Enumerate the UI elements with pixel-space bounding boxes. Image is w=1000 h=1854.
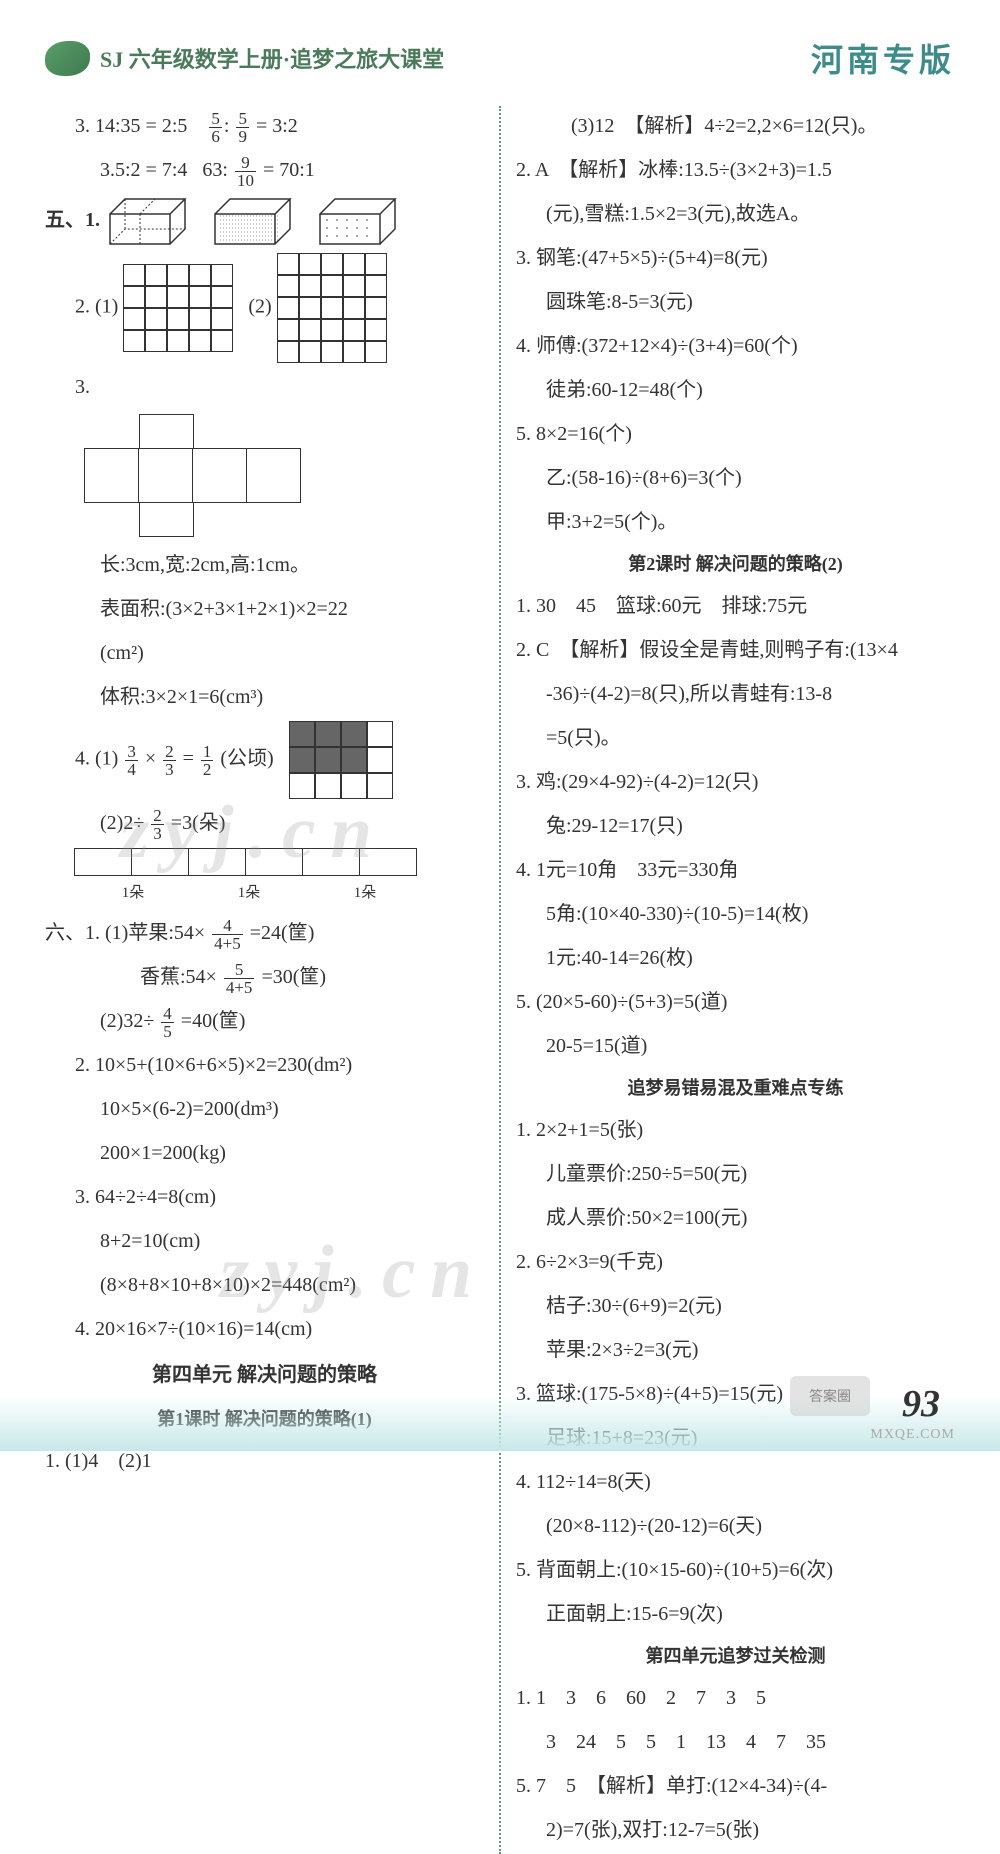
answer-badge: 答案圈 xyxy=(790,1376,870,1416)
fraction: 23 xyxy=(151,807,164,842)
r-l3: (元),雪糕:1.5×2=3(元),故选A。 xyxy=(516,194,955,234)
section-6-1: 六、1. (1)苹果:54× 44+5 =24(筐) xyxy=(45,913,484,953)
r-l18: 5角:(10×40-330)÷(10-5)=14(枚) xyxy=(516,894,955,934)
q3-text: 3. 14:35 = 2:5 xyxy=(75,115,187,137)
q5-4-2: (2)2÷ 23 =3(朵) xyxy=(45,803,484,843)
q6-4: 4. 20×16×7÷(10×16)=14(cm) xyxy=(45,1309,484,1349)
q6-2-2: 10×5×(6-2)=200(dm³) xyxy=(45,1089,484,1129)
r-l15: 3. 鸡:(29×4-92)÷(4-2)=12(只) xyxy=(516,762,955,802)
r-l6: 4. 师傅:(372+12×4)÷(3+4)=60(个) xyxy=(516,326,955,366)
r-l7: 徒弟:60-12=48(个) xyxy=(516,370,955,410)
cuboid-diagram-2 xyxy=(210,194,295,249)
fraction: 56 xyxy=(209,110,222,145)
unit4-test-title: 第四单元追梦过关检测 xyxy=(516,1638,955,1674)
r-l19: 1元:40-14=26(枚) xyxy=(516,938,955,978)
q5-3-area: 表面积:(3×2+3×1+2×1)×2=22 xyxy=(45,589,484,629)
r-l1: (3)12 【解析】4÷2=2,2×6=12(只)。 xyxy=(516,106,955,146)
fraction: 910 xyxy=(235,154,256,189)
r-l37: 2)=7(张),双打:12-7=5(张) xyxy=(516,1810,955,1850)
r-l24: 成人票价:50×2=100(元) xyxy=(516,1198,955,1238)
cuboid-diagram-3 xyxy=(315,194,400,249)
q6-1-2: (2)32÷ 45 =40(筐) xyxy=(45,1001,484,1041)
fraction: 44+5 xyxy=(212,917,243,952)
unit4-title: 第四单元 解决问题的策略 xyxy=(45,1355,484,1395)
section-5-1: 五、1. xyxy=(45,194,484,249)
q6-2-1: 2. 10×5+(10×6+6×5)×2=230(dm²) xyxy=(45,1045,484,1085)
q5-4-1: 4. (1) 34 × 23 = 12 (公顷) xyxy=(45,721,484,799)
fraction: 59 xyxy=(236,110,249,145)
r-l4: 3. 钢笔:(47+5×5)÷(5+4)=8(元) xyxy=(516,238,955,278)
fraction: 23 xyxy=(163,743,176,778)
r-l11: 1. 30 45 篮球:60元 排球:75元 xyxy=(516,586,955,626)
r-l25: 2. 6÷2×3=9(千克) xyxy=(516,1242,955,1282)
q5-3-label: 3. xyxy=(45,367,484,407)
r-l36: 5. 7 5 【解析】单打:(12×4-34)÷(4- xyxy=(516,1766,955,1806)
q5-3-vol: 体积:3×2×1=6(cm³) xyxy=(45,677,484,717)
fraction: 54+5 xyxy=(224,961,255,996)
q6-3-1: 3. 64÷2÷4=8(cm) xyxy=(45,1177,484,1217)
q5-3-area-unit: (cm²) xyxy=(45,633,484,673)
r-l14: =5(只)。 xyxy=(516,718,955,758)
r-l12: 2. C 【解析】假设全是青蛙,则鸭子有:(13×4 xyxy=(516,630,955,670)
shaded-grid xyxy=(289,721,393,799)
q3-line1: 3. 14:35 = 2:5 56: 59 = 3:2 xyxy=(45,106,484,146)
net-diagram xyxy=(85,415,484,537)
r-l30: 4. 112÷14=8(天) xyxy=(516,1462,955,1502)
result: = 3:2 xyxy=(256,115,298,137)
cuboid-diagram-1 xyxy=(105,194,190,249)
fraction: 12 xyxy=(201,743,214,778)
page-number: 93 xyxy=(902,1382,940,1426)
r-l8: 5. 8×2=16(个) xyxy=(516,414,955,454)
edition-label: 河南专版 xyxy=(811,35,955,81)
r-l2: 2. A 【解析】冰棒:13.5÷(3×2+3)=1.5 xyxy=(516,150,955,190)
q6-3-3: (8×8+8×10+8×10)×2=448(cm²) xyxy=(45,1265,484,1305)
q5-2: 2. (1) (2) xyxy=(45,253,484,363)
practice-title: 追梦易错易混及重难点专练 xyxy=(516,1070,955,1106)
r-l35: 3 24 5 5 1 13 4 7 35 xyxy=(516,1722,955,1762)
r-l10: 甲:3+2=5(个)。 xyxy=(516,502,955,542)
r-l22: 1. 2×2+1=5(张) xyxy=(516,1110,955,1150)
lesson2-title: 第2课时 解决问题的策略(2) xyxy=(516,546,955,582)
r-l5: 圆珠笔:8-5=3(元) xyxy=(516,282,955,322)
r-l20: 5. (20×5-60)÷(5+3)=5(道) xyxy=(516,982,955,1022)
r-l33: 正面朝上:15-6=9(次) xyxy=(516,1594,955,1634)
q3-line2: 3.5:2 = 7:4 63: 910 = 70:1 xyxy=(45,150,484,190)
column-divider xyxy=(499,106,501,1854)
left-column: 3. 14:35 = 2:5 56: 59 = 3:2 3.5:2 = 7:4 … xyxy=(45,106,484,1854)
content-area: 3. 14:35 = 2:5 56: 59 = 3:2 3.5:2 = 7:4 … xyxy=(45,106,955,1854)
grid-5x5 xyxy=(277,253,387,363)
right-column: (3)12 【解析】4÷2=2,2×6=12(只)。 2. A 【解析】冰棒:1… xyxy=(516,106,955,1854)
r-l32: 5. 背面朝上:(10×15-60)÷(10+5)=6(次) xyxy=(516,1550,955,1590)
book-title: SJ 六年级数学上册·追梦之旅大课堂 xyxy=(100,42,444,74)
r-l31: (20×8-112)÷(20-12)=6(天) xyxy=(516,1506,955,1546)
r-l13: -36)÷(4-2)=8(只),所以青蛙有:13-8 xyxy=(516,674,955,714)
r-l27: 苹果:2×3÷2=3(元) xyxy=(516,1330,955,1370)
q5-3-dim: 长:3cm,宽:2cm,高:1cm。 xyxy=(45,545,484,585)
r-l21: 20-5=15(道) xyxy=(516,1026,955,1066)
site-url: MXQE.COM xyxy=(870,1427,955,1443)
logo-icon xyxy=(45,41,90,76)
page-header: SJ 六年级数学上册·追梦之旅大课堂 河南专版 xyxy=(45,35,955,81)
bar-diagram: 1朵 1朵 1朵 xyxy=(75,848,484,908)
q6-1-banana: 香蕉:54× 54+5 =30(筐) xyxy=(45,957,484,997)
r-l17: 4. 1元=10角 33元=330角 xyxy=(516,850,955,890)
header-left: SJ 六年级数学上册·追梦之旅大课堂 xyxy=(45,41,444,76)
r-l16: 兔:29-12=17(只) xyxy=(516,806,955,846)
r-l34: 1. 1 3 6 60 2 7 3 5 xyxy=(516,1678,955,1718)
fraction: 45 xyxy=(161,1005,174,1040)
r-l23: 儿童票价:250÷5=50(元) xyxy=(516,1154,955,1194)
q6-3-2: 8+2=10(cm) xyxy=(45,1221,484,1261)
r-l26: 桔子:30÷(6+9)=2(元) xyxy=(516,1286,955,1326)
fraction: 34 xyxy=(125,743,138,778)
q6-2-3: 200×1=200(kg) xyxy=(45,1133,484,1173)
r-l9: 乙:(58-16)÷(8+6)=3(个) xyxy=(516,458,955,498)
grid-5x4 xyxy=(123,264,233,352)
